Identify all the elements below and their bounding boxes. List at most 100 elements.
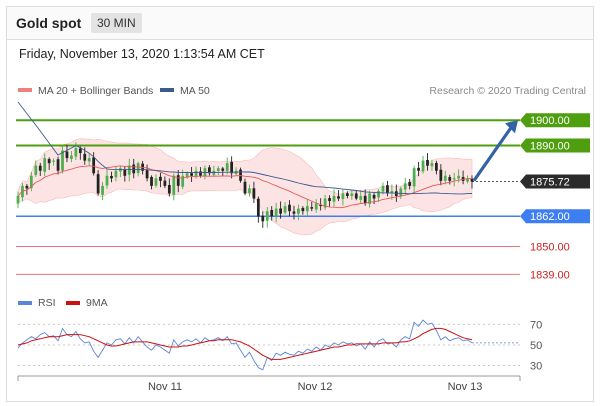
legend-9ma-swatch [66, 301, 80, 305]
candle-body [225, 163, 229, 171]
current-price-badge [520, 174, 590, 189]
candle-body [288, 204, 291, 212]
candle-body [448, 177, 452, 181]
rsi-tick-70: 70 [530, 319, 542, 331]
timestamp: Friday, November 13, 2020 1:13:54 AM CET [19, 47, 265, 61]
candle-body [314, 203, 318, 210]
candle-body [150, 176, 153, 186]
candle-body [163, 180, 167, 186]
candle-body [426, 159, 429, 166]
candle-body [368, 193, 372, 204]
forecast-arrow-shaft [472, 125, 514, 182]
candle-body [354, 193, 358, 199]
candle-body [167, 185, 171, 194]
candle-body [185, 173, 189, 178]
candle-body [123, 169, 127, 176]
candle-body [470, 178, 474, 182]
candle-body [199, 171, 202, 176]
level-label-1862.00: 1862.00 [530, 211, 570, 223]
x-axis-label: Nov 12 [298, 381, 333, 393]
candle-body [47, 159, 51, 164]
candle-body [265, 211, 269, 221]
candle-body [190, 173, 193, 176]
candle-body [399, 188, 403, 197]
candle-body [457, 175, 461, 179]
candle-body [136, 163, 140, 174]
forecast-arrow-head [505, 120, 518, 134]
candle-body [261, 215, 265, 222]
candle-body [70, 155, 73, 159]
candle-body [452, 178, 456, 180]
legend-ma20-swatch [18, 88, 32, 92]
candle-body [430, 163, 434, 167]
x-axis: Nov 11 Nov 12 Nov 13 [17, 375, 521, 393]
x-axis-label: Nov 11 [148, 381, 182, 393]
level-label-1839.00: 1839.00 [530, 269, 570, 281]
current-price-label: 1875.72 [530, 177, 570, 189]
candle-body [176, 175, 180, 186]
candle-body [390, 190, 394, 194]
legend-rsi-label: RSI [38, 297, 56, 309]
candle-body [256, 198, 260, 217]
candle-body [96, 174, 100, 194]
candle-body [105, 175, 109, 186]
candle-body [310, 207, 314, 209]
level-label-1900.00: 1900.00 [530, 115, 570, 127]
candle-body [74, 148, 78, 157]
candle-body [301, 207, 305, 212]
rsi-tick-30: 30 [530, 361, 542, 373]
candle-body [435, 162, 438, 171]
level-badge-1862.00 [520, 209, 590, 224]
candle-body [421, 160, 425, 172]
candle-body [252, 188, 256, 199]
level-label-1850.00: 1850.00 [530, 242, 570, 254]
candle-body [377, 190, 380, 198]
candle-body [248, 188, 251, 194]
legend-rsi-swatch [18, 301, 32, 305]
price-plot: 1900.00 1890.00 1862.00 1850.00 1839.00 1875.… [16, 101, 590, 281]
candle-body [110, 175, 113, 179]
candle-body [319, 205, 323, 207]
candle-body [216, 168, 220, 172]
candle-body [132, 164, 136, 174]
candle-body [16, 196, 20, 204]
candle-body [127, 165, 131, 175]
candle-body [305, 206, 309, 212]
candle-body [114, 170, 118, 178]
candle-body [345, 193, 349, 196]
candle-body [350, 193, 354, 197]
level-badge-1890.00 [520, 138, 590, 153]
candle-body [408, 181, 412, 186]
candle-body [243, 181, 247, 194]
candle-body [292, 211, 296, 214]
candle-body [341, 193, 345, 199]
candle-body [34, 165, 38, 175]
candle-body [359, 196, 363, 200]
candle-body [443, 175, 447, 181]
rsi-series-9MA [17, 327, 473, 360]
candle-body [101, 185, 104, 195]
legend-ma50-label: MA 50 [180, 85, 210, 97]
copyright-text: Research © 2020 Trading Central [429, 85, 586, 97]
candle-body [159, 176, 162, 181]
candle-body [83, 153, 87, 161]
candle-body [29, 175, 33, 189]
candle-body [417, 167, 420, 171]
legend-ma50-swatch [160, 88, 174, 92]
timeframe-badge[interactable]: 30 MIN [91, 13, 142, 33]
candle-body [283, 206, 287, 213]
candle-body [332, 196, 336, 202]
candle-body [25, 185, 29, 189]
candle-body [92, 157, 96, 174]
candle-body [145, 170, 149, 179]
candle-body [403, 183, 407, 190]
candle-body [78, 148, 82, 154]
instrument-title: Gold spot [16, 15, 82, 31]
candle-body [38, 165, 42, 171]
candle-body [172, 175, 176, 195]
candle-body [439, 169, 443, 181]
candle-body [181, 175, 185, 187]
candle-body [386, 185, 389, 194]
rsi-plot: 70 50 30 [17, 319, 542, 373]
candle-body [328, 198, 331, 202]
